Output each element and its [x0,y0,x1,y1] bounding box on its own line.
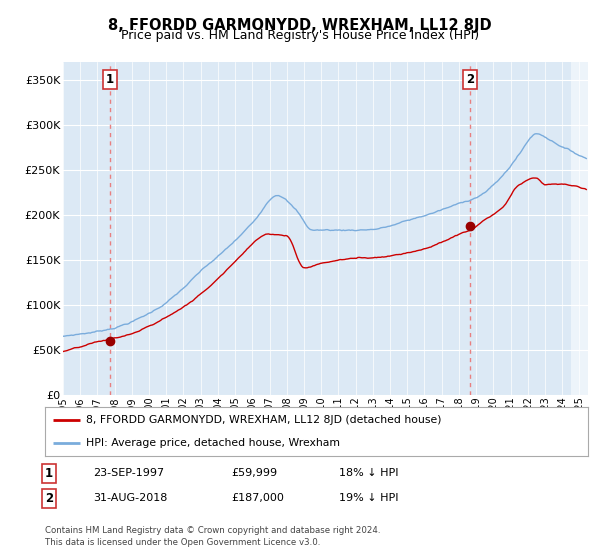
Text: 2: 2 [45,492,53,505]
Polygon shape [571,62,588,395]
Text: 2: 2 [466,73,475,86]
Text: Price paid vs. HM Land Registry's House Price Index (HPI): Price paid vs. HM Land Registry's House … [121,29,479,42]
Text: 18% ↓ HPI: 18% ↓ HPI [339,468,398,478]
Text: 8, FFORDD GARMONYDD, WREXHAM, LL12 8JD (detached house): 8, FFORDD GARMONYDD, WREXHAM, LL12 8JD (… [86,416,441,426]
Text: £187,000: £187,000 [231,493,284,503]
Text: 8, FFORDD GARMONYDD, WREXHAM, LL12 8JD: 8, FFORDD GARMONYDD, WREXHAM, LL12 8JD [108,18,492,33]
Text: 23-SEP-1997: 23-SEP-1997 [93,468,164,478]
Text: 19% ↓ HPI: 19% ↓ HPI [339,493,398,503]
Text: £59,999: £59,999 [231,468,277,478]
Text: 1: 1 [45,466,53,480]
Text: 1: 1 [106,73,114,86]
Text: Contains HM Land Registry data © Crown copyright and database right 2024.
This d: Contains HM Land Registry data © Crown c… [45,526,380,547]
Text: 31-AUG-2018: 31-AUG-2018 [93,493,167,503]
Text: HPI: Average price, detached house, Wrexham: HPI: Average price, detached house, Wrex… [86,438,340,448]
